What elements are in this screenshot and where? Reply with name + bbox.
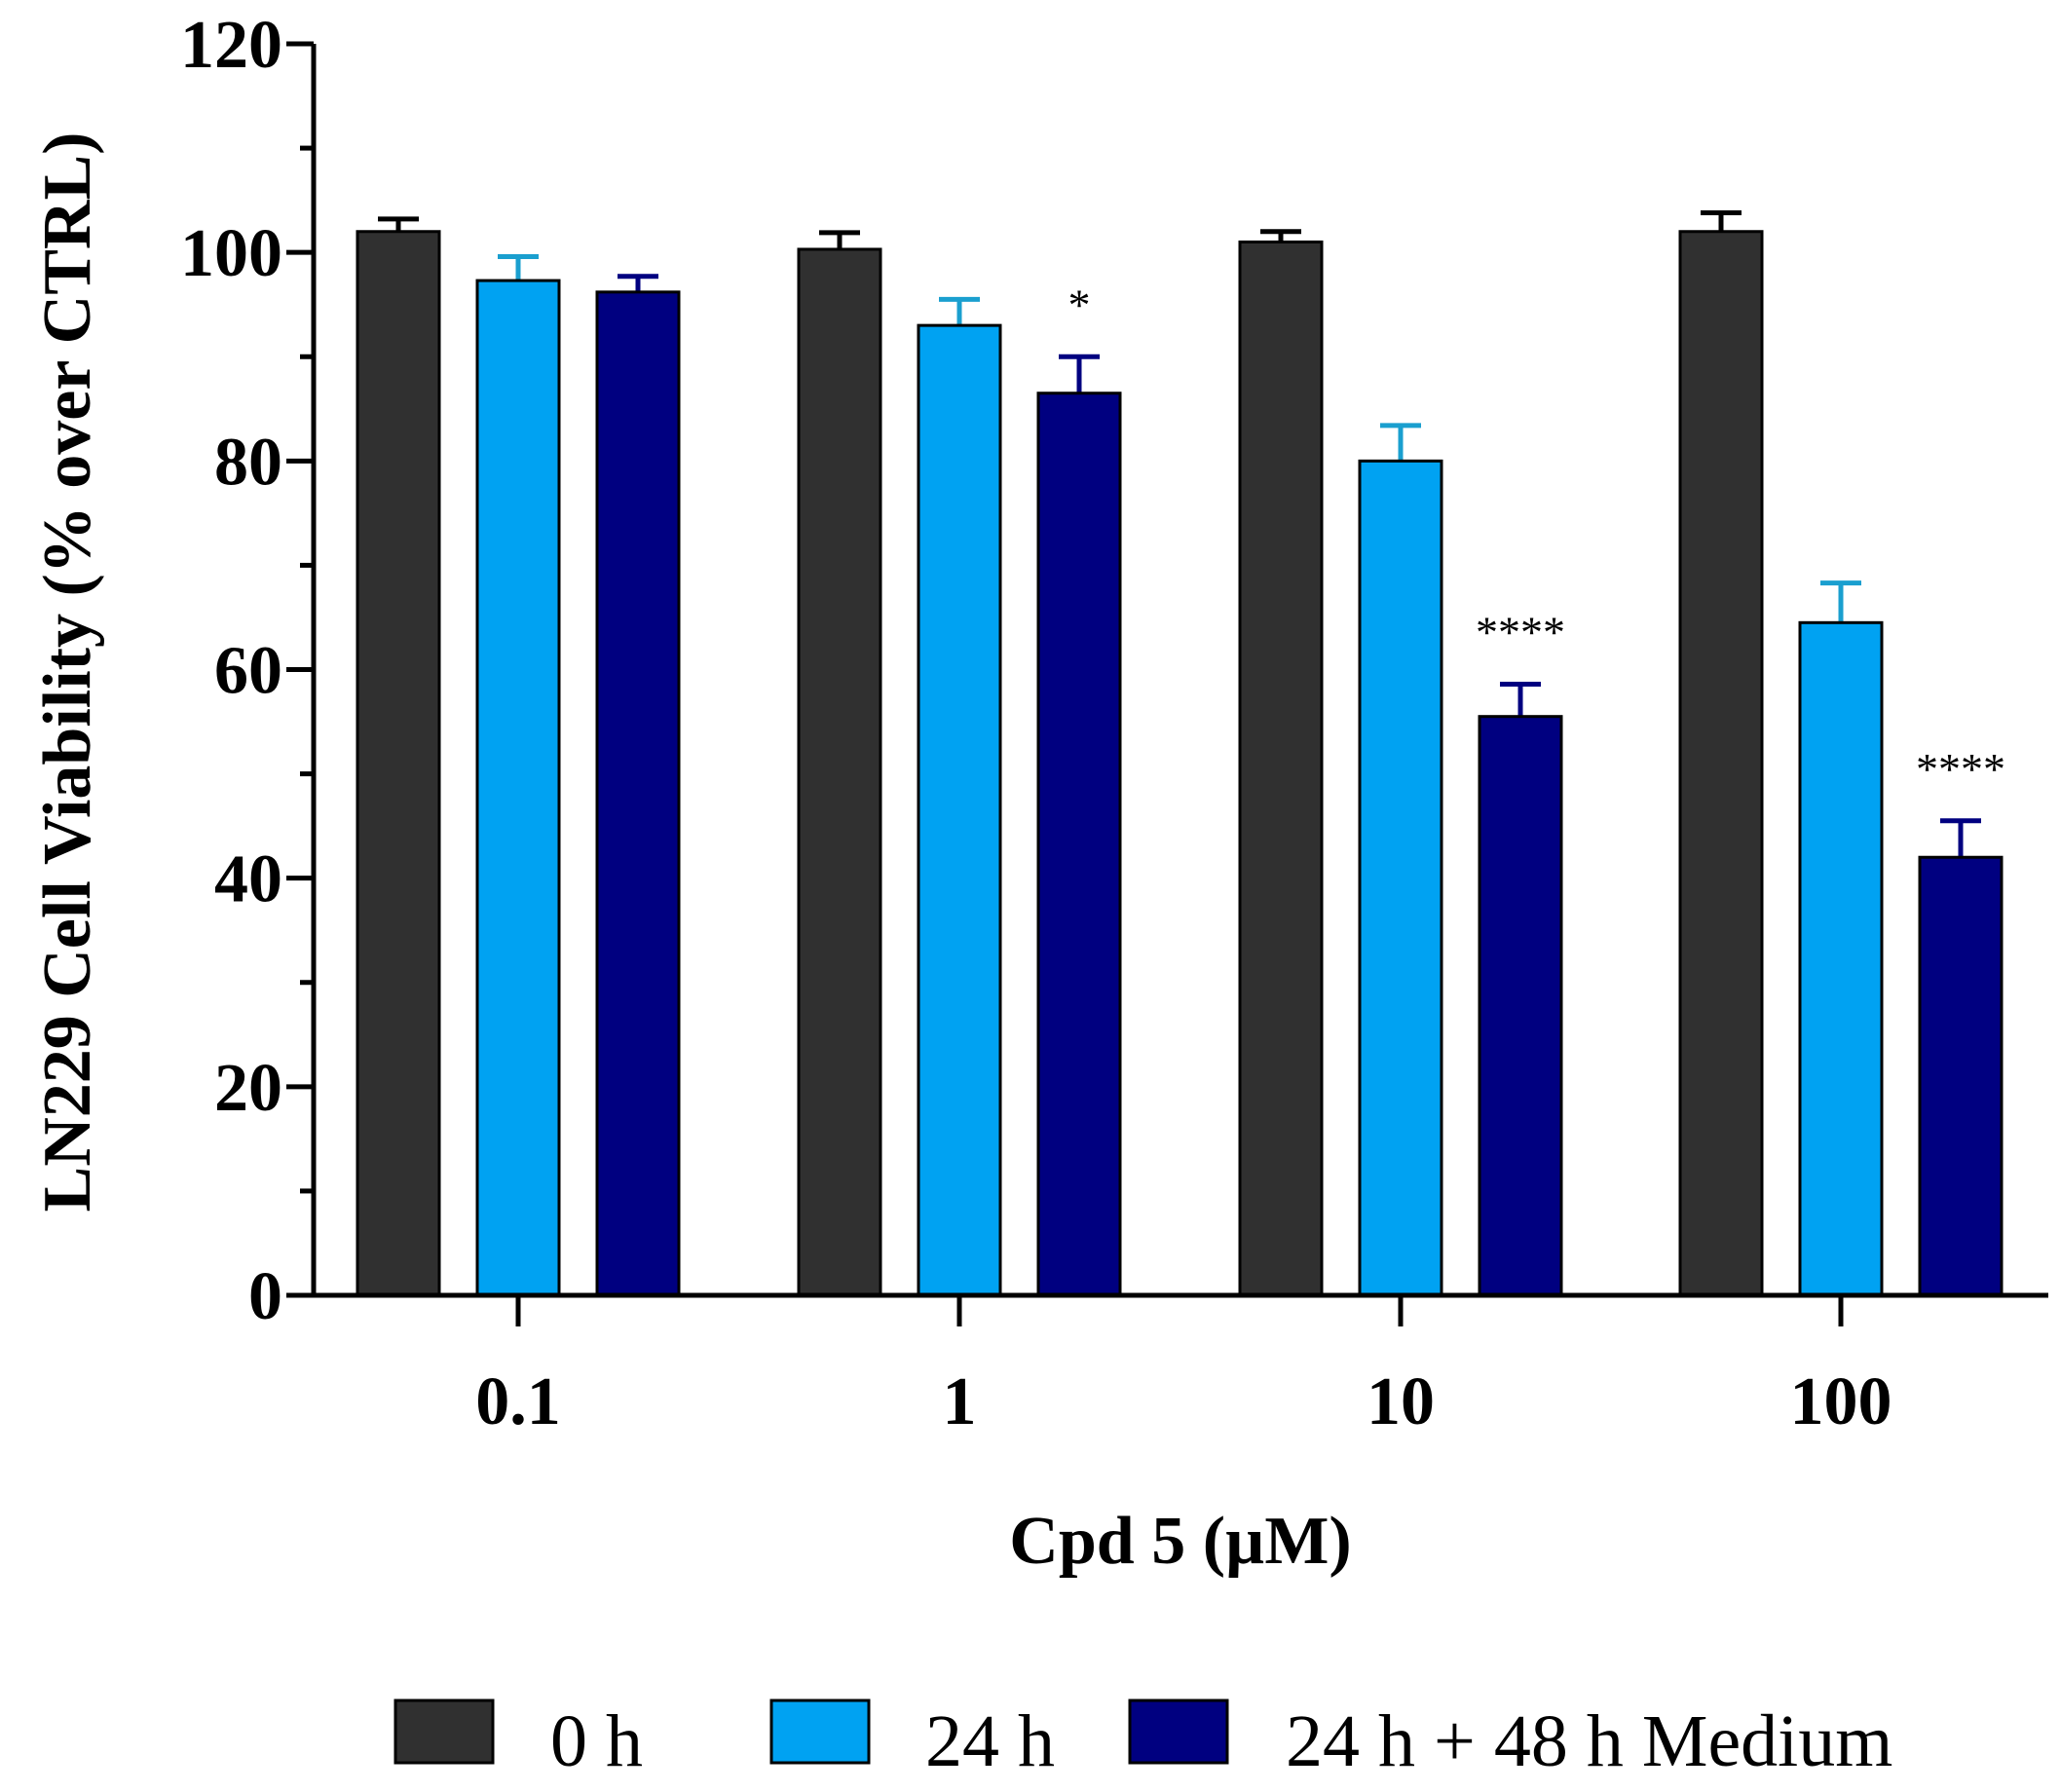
legend-label: 24 h bbox=[925, 1700, 1055, 1782]
y-tick-label: 40 bbox=[214, 842, 282, 917]
legend: 0 h 24 h 24 h + 48 h Medium bbox=[393, 1699, 1892, 1782]
bar bbox=[797, 247, 882, 1297]
bar bbox=[356, 230, 441, 1297]
y-tick-label: 120 bbox=[180, 8, 282, 83]
legend-swatch bbox=[393, 1699, 495, 1765]
bar bbox=[1798, 620, 1884, 1297]
legend-label: 0 h bbox=[550, 1700, 643, 1782]
bar bbox=[1238, 240, 1324, 1297]
legend-swatch bbox=[769, 1699, 871, 1765]
bar bbox=[1358, 459, 1443, 1297]
x-tick-label: 10 bbox=[1367, 1364, 1435, 1439]
y-axis-title: LN229 Cell Viability (% over CTRL) bbox=[30, 132, 105, 1213]
y-tick-label: 60 bbox=[214, 634, 282, 709]
bar bbox=[1678, 230, 1764, 1297]
axes: 0 20 40 60 80 100 120 0.1 1 10 100 bbox=[180, 8, 2048, 1439]
y-tick-label: 100 bbox=[180, 216, 282, 291]
x-tick-label: 1 bbox=[943, 1364, 977, 1439]
legend-label: 24 h + 48 h Medium bbox=[1286, 1700, 1892, 1782]
bar bbox=[1478, 715, 1563, 1297]
bar bbox=[1036, 392, 1122, 1297]
x-tick-label: 100 bbox=[1790, 1364, 1892, 1439]
y-tick-label: 0 bbox=[248, 1259, 282, 1334]
x-tick-label: 0.1 bbox=[475, 1364, 561, 1439]
x-axis-title: Cpd 5 (µM) bbox=[1009, 1504, 1351, 1579]
bar bbox=[475, 279, 561, 1297]
significance-label: * bbox=[1068, 280, 1091, 329]
plot-area: ********* bbox=[356, 209, 2005, 1297]
bar bbox=[1918, 855, 2004, 1297]
legend-swatch bbox=[1128, 1699, 1229, 1765]
bar bbox=[917, 323, 1002, 1297]
y-tick-label: 20 bbox=[214, 1051, 282, 1126]
y-tick-label: 80 bbox=[214, 425, 282, 500]
bar bbox=[595, 290, 681, 1297]
significance-label: **** bbox=[1916, 744, 2005, 794]
significance-label: **** bbox=[1476, 607, 1565, 656]
